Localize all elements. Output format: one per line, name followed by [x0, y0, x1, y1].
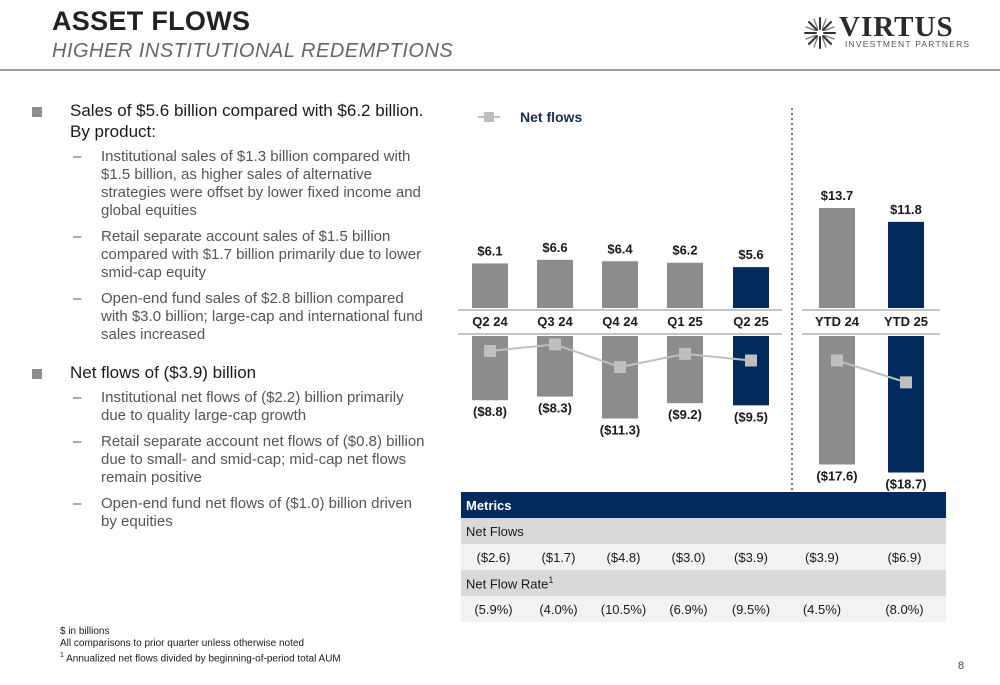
net-flows-point [484, 344, 496, 357]
sub-bullet: – Institutional net flows of ($2.2) billi… [73, 389, 404, 424]
metrics-header-row: Metrics [461, 492, 946, 518]
bullet-list: Sales of $5.6 billion compared with $6.2… [30, 100, 430, 539]
bullet-net-flows: Net flows of ($3.9) billion [30, 362, 430, 383]
sales-bar [733, 267, 769, 308]
sub-bullet: – Institutional sales of $1.3 billion com… [73, 148, 421, 219]
net-flows-point [614, 361, 626, 374]
footnotes: $ in billions All comparisons to prior q… [60, 626, 341, 665]
page-subtitle: HIGHER INSTITUTIONAL REDEMPTIONS [52, 40, 454, 62]
net-flows-line [836, 359, 907, 384]
net-flows-cell: ($6.9) [863, 544, 946, 570]
redemption-value-label: ($8.8) [473, 404, 507, 419]
sales-bar [537, 259, 573, 308]
chart-legend: Net flows [478, 109, 582, 125]
net-flows-point [679, 347, 691, 360]
category-label: Q2 25 [733, 314, 768, 329]
bullet-square-icon [32, 107, 42, 117]
category-label: Q2 24 [472, 314, 508, 329]
category-label: YTD 25 [884, 314, 928, 329]
net-flows-cell: ($3.9) [721, 544, 781, 570]
net-flows-label: Net Flows [461, 518, 946, 544]
redemption-bar [888, 336, 924, 473]
net-flow-rate-cell: (10.5%) [591, 596, 656, 622]
net-flows-cell: ($4.8) [591, 544, 656, 570]
sales-value-label: $6.4 [607, 241, 633, 256]
bullet-square-icon [32, 369, 42, 379]
legend-square-marker [484, 112, 494, 122]
footnote-rate-definition: 1 Annualized net flows divided by beginn… [60, 652, 341, 665]
sales-value-label: $13.7 [821, 188, 854, 203]
footnote-units: $ in billions [60, 626, 110, 637]
net-flow-rate-label: Net Flow Rate1 [461, 570, 946, 596]
net-flows-label-row: Net Flows [461, 518, 946, 544]
page-number: 8 [958, 660, 965, 672]
net-flows-point [900, 376, 912, 389]
redemption-value-label: ($9.2) [668, 407, 702, 422]
redemption-value-label: ($9.5) [734, 409, 768, 424]
net-flows-cell: ($2.6) [461, 544, 526, 570]
net-flows-cell: ($1.7) [526, 544, 591, 570]
sales-value-label: $6.1 [477, 243, 502, 258]
starburst-icon [804, 17, 836, 49]
net-flows-point [549, 338, 561, 351]
net-flows-point [831, 354, 843, 367]
redemption-value-label: ($17.6) [816, 468, 857, 483]
sales-bar [472, 263, 508, 308]
title-divider [0, 69, 1000, 71]
page-title: ASSET FLOWS [52, 6, 251, 36]
logo-subtext: INVESTMENT PARTNERS [845, 39, 971, 49]
net-flow-rate-cell: (6.9%) [656, 596, 721, 622]
net-flow-rate-cell: (8.0%) [863, 596, 946, 622]
logo-word: VIRTUS [839, 11, 954, 43]
sales-bar [667, 262, 703, 308]
sales-value-label: $6.2 [672, 243, 697, 258]
sub-bullet: – Open-end fund sales of $2.8 billion com… [73, 290, 423, 343]
net-flows-cell: ($3.9) [781, 544, 863, 570]
sub-bullet: – Retail separate account net flows of ($… [73, 433, 425, 486]
net-flow-rate-label-row: Net Flow Rate1 [461, 570, 946, 596]
legend-label: Net flows [520, 109, 582, 125]
redemption-bar [733, 336, 769, 406]
metrics-table: Metrics Net Flows ($2.6) ($1.7) ($4.8) ($3.… [461, 492, 946, 622]
sales-value-label: $5.6 [738, 247, 763, 262]
sub-bullet: – Retail separate account sales of $1.5 b… [73, 228, 422, 281]
footnote-comparisons: All comparisons to prior quarter unless … [60, 638, 305, 649]
net-flow-rate-cell: (4.0%) [526, 596, 591, 622]
sub-bullet: – Open-end fund net flows of ($1.0) billi… [73, 495, 413, 530]
sales-bar [819, 207, 855, 308]
sales-bar [888, 221, 924, 308]
bullet-sales: Sales of $5.6 billion compared with $6.2… [30, 100, 430, 142]
redemption-value-label: ($8.3) [538, 401, 572, 416]
category-label: Q1 25 [667, 314, 702, 329]
net-flows-row: ($2.6) ($1.7) ($4.8) ($3.0) ($3.9) ($3.9) ($6.… [461, 544, 946, 570]
net-flow-rate-row: (5.9%) (4.0%) (10.5%) (6.9%) (9.5%) (4.5%) (8.… [461, 596, 946, 622]
redemption-value-label: ($11.3) [600, 422, 640, 437]
net-flow-rate-cell: (9.5%) [721, 596, 781, 622]
net-flows-point [745, 354, 757, 367]
net-flow-rate-cell: (4.5%) [781, 596, 863, 622]
sales-value-label: $6.6 [542, 240, 567, 255]
virtus-logo: VIRTUS INVESTMENT PARTNERS [803, 11, 969, 54]
category-label: Q4 24 [602, 314, 638, 329]
redemption-bar [667, 336, 703, 404]
redemption-value-label: ($18.7) [885, 477, 926, 492]
net-flow-rate-cell: (5.9%) [461, 596, 526, 622]
category-label: Q3 24 [537, 314, 573, 329]
sales-value-label: $11.8 [890, 202, 922, 217]
metrics-header: Metrics [461, 492, 946, 518]
redemption-bar [602, 336, 638, 419]
net-flows-cell: ($3.0) [656, 544, 721, 570]
sales-bar [602, 261, 638, 308]
category-label: YTD 24 [815, 314, 860, 329]
